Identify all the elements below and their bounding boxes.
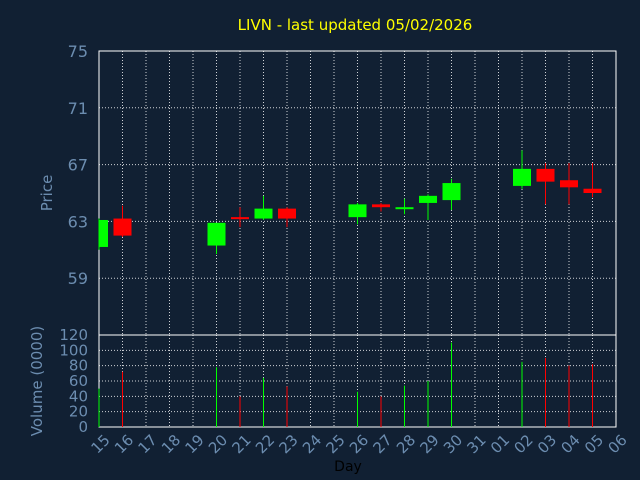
volume-tick-label: 60 [69, 372, 88, 390]
volume-tick-label: 40 [69, 387, 88, 405]
x-tick-label: 17 [135, 431, 161, 457]
x-tick-label: 04 [558, 431, 584, 457]
x-tick-label: 25 [323, 431, 349, 457]
candle-body [278, 208, 296, 219]
volume-tick-label: 120 [59, 326, 88, 344]
x-tick-labels: 1516171819202122232425262728293031010203… [88, 431, 631, 457]
x-tick-label: 27 [370, 431, 396, 457]
candle-body [372, 204, 390, 208]
x-tick-label: 16 [111, 431, 137, 457]
x-axis-label: Day [334, 459, 362, 475]
candlesticks [98, 150, 602, 255]
volume-bars [98, 342, 593, 427]
x-tick-label: 15 [88, 431, 114, 457]
x-tick-label: 05 [581, 431, 607, 457]
x-tick-label: 24 [299, 431, 325, 457]
candle-body [395, 207, 414, 210]
candle-body [207, 222, 226, 246]
volume-tick-label: 20 [69, 403, 88, 421]
x-tick-label: 31 [464, 431, 490, 457]
price-panel: 75 71 67 63 59 Price [38, 42, 617, 336]
x-tick-label: 03 [534, 431, 560, 457]
x-tick-label: 22 [252, 431, 278, 457]
volume-tick-label: 100 [59, 341, 88, 359]
price-tick-label: 75 [68, 42, 88, 61]
x-tick-label: 26 [346, 431, 372, 457]
candle-body [419, 195, 437, 203]
volume-tick-label: 80 [69, 357, 88, 375]
candle-body [442, 183, 461, 201]
candle-body [231, 217, 249, 220]
chart-title: LIVN - last updated 05/02/2026 [238, 16, 473, 34]
x-tick-label: 19 [182, 431, 208, 457]
x-tick-label: 29 [417, 431, 443, 457]
x-tick-label: 18 [158, 431, 184, 457]
candle-body [513, 168, 531, 186]
volume-axis-label: Volume (0000) [28, 326, 46, 436]
price-tick-label: 59 [68, 269, 88, 288]
x-tick-label: 01 [487, 431, 513, 457]
x-tick-label: 30 [440, 431, 466, 457]
price-tick-labels: 75 71 67 63 59 [68, 42, 88, 288]
candle-body [536, 168, 555, 182]
candle-body [348, 204, 367, 218]
candle-body [99, 219, 108, 247]
price-tick-label: 63 [68, 212, 88, 231]
price-gridlines [99, 51, 616, 335]
price-tick-label: 71 [68, 99, 88, 118]
candle-body [583, 188, 602, 193]
x-tick-label: 06 [605, 431, 631, 457]
price-axis-label: Price [38, 175, 56, 212]
candle-body [113, 218, 132, 236]
x-tick-label: 28 [393, 431, 419, 457]
x-tick-label: 20 [205, 431, 231, 457]
volume-tick-label: 0 [78, 418, 88, 436]
candle-body [254, 208, 273, 219]
candle-body [560, 180, 578, 188]
x-tick-label: 21 [229, 431, 255, 457]
x-tick-label: 02 [511, 431, 537, 457]
price-tick-label: 67 [68, 156, 88, 175]
x-tick-label: 23 [276, 431, 302, 457]
